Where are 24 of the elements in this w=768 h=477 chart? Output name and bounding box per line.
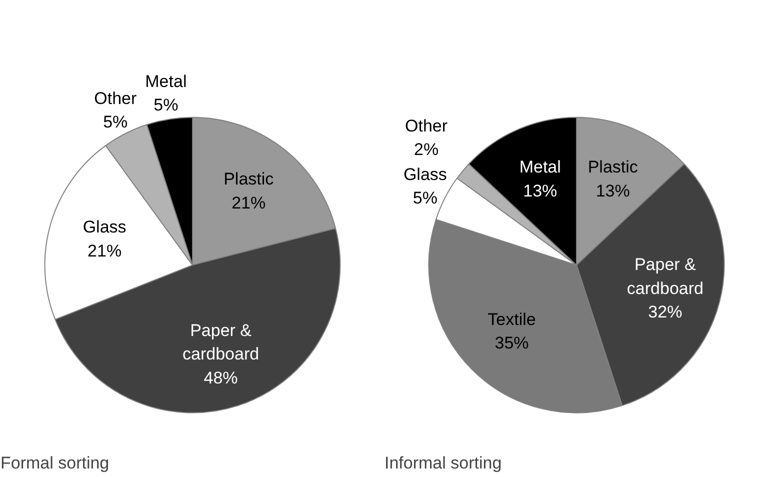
data-label: 13% [596,181,630,200]
text: Informal sorting [384,454,502,472]
data-label: 32% [648,302,682,322]
data-label: 35% [494,334,529,353]
slice-label: Metal [145,72,187,91]
data-label: 13% [523,181,558,200]
slice-label: Plastic [588,158,638,177]
slice-label: Paper & cardboard [626,255,704,298]
data-label: 2% [414,140,439,160]
slice-label: Other [94,88,137,108]
data-label: 48% [204,368,238,388]
data-label: 5% [154,96,178,115]
slice-label: Other [405,116,448,136]
slice-label: Paper & cardboard [182,320,260,364]
data-label: 21% [88,241,122,260]
data-label: 5% [412,188,438,208]
data-label: 21% [232,193,266,212]
slice-label: Metal [519,158,561,177]
text: Formal sorting [0,454,110,472]
slice-label: Glass [403,164,447,184]
data-label: 5% [103,112,128,132]
slice-label: Textile [488,310,536,329]
slice-label: Glass [82,218,126,237]
slice-label: Plastic [224,170,274,189]
